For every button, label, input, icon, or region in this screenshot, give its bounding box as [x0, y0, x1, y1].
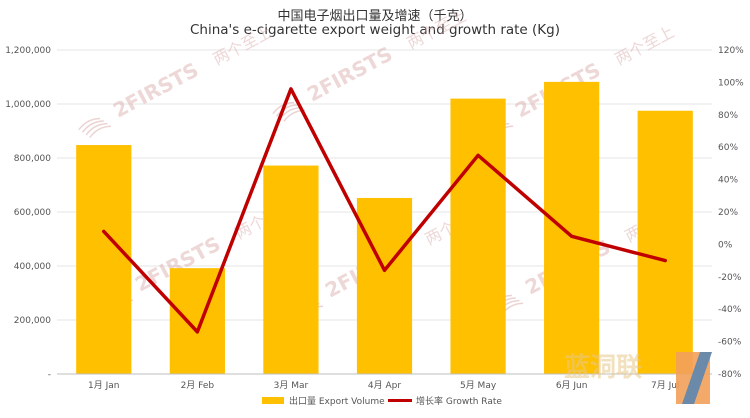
legend-swatch-export [262, 397, 284, 404]
watermark-brand-cn: 两个至上 [612, 22, 677, 69]
category-tick: 1月 Jan [88, 380, 119, 391]
corner-logo-slash [682, 352, 712, 404]
line-layer [102, 87, 667, 334]
corner-logo-text: 蓝洞联 [564, 353, 642, 383]
category-tick: 4月 Apr [368, 380, 401, 391]
right-axis-tick: 0% [718, 240, 733, 250]
bar-7 [637, 110, 693, 374]
left-axis-tick: 1,200,000 [5, 46, 51, 56]
category-tick: 2月 Feb [181, 380, 215, 391]
watermark-arc [272, 101, 295, 115]
growth-rate-point-1 [102, 229, 106, 233]
watermark-arc [85, 122, 108, 136]
axis-layer: - 200,000 400,000 600,000 800,000 1,000,000 1,… [5, 46, 744, 391]
bar-6 [544, 81, 600, 375]
watermark-arc [275, 104, 298, 117]
bar-1 [76, 145, 132, 374]
bar-3 [263, 165, 319, 374]
legend-label-export: 出口量 Export Volume [289, 395, 385, 407]
right-axis-tick: 80% [718, 111, 738, 121]
category-tick: 3月 Mar [274, 380, 309, 391]
watermark-dots [272, 101, 306, 122]
right-axis-tick: -80% [718, 370, 742, 380]
growth-rate-point-7 [663, 259, 667, 263]
bar-layer [76, 81, 693, 375]
corner-logo: 蓝洞联 [564, 352, 712, 404]
watermark-arc [78, 117, 101, 131]
left-axis-tick: 200,000 [14, 316, 51, 326]
watermark-arc [81, 120, 104, 133]
right-axis-tick: 20% [718, 208, 738, 218]
growth-rate-point-5 [476, 153, 480, 157]
watermark-brand-cn: 两个至上 [210, 22, 275, 69]
legend-label-growth: 增长率 Growth Rate [416, 395, 502, 407]
watermark-brand-cn: 两个至上 [404, 6, 469, 53]
growth-rate-point-6 [570, 234, 574, 238]
growth-rate-point-3 [289, 87, 293, 91]
growth-rate-point-4 [383, 268, 386, 272]
chart-title-en: China's e-cigarette export weight and gr… [190, 22, 560, 38]
watermark-arc [89, 125, 112, 138]
right-axis-tick: -20% [718, 273, 742, 283]
right-axis-tick: 100% [718, 78, 744, 88]
left-axis-tick: - [48, 370, 51, 380]
right-axis-tick: 120% [718, 46, 744, 56]
category-tick: 6月 Jun [556, 380, 588, 391]
watermark-brand: 2FIRSTS [109, 58, 202, 123]
growth-rate-point-2 [195, 330, 199, 334]
left-axis-tick: 800,000 [14, 154, 51, 164]
right-axis-tick: 40% [718, 176, 738, 186]
category-tick: 7月 Jul [651, 380, 679, 391]
logo-layer: 蓝洞联 [564, 352, 712, 404]
right-axis-tick: -40% [718, 305, 742, 315]
legend-layer: 出口量 Export Volume 增长率 Growth Rate [262, 395, 502, 407]
left-axis-tick: 1,000,000 [5, 100, 51, 110]
category-tick: 5月 May [460, 380, 497, 391]
watermark-brand: 2FIRSTS [303, 42, 396, 107]
left-axis-tick: 400,000 [14, 262, 51, 272]
bar-4 [356, 197, 413, 374]
watermark-dots [78, 117, 112, 138]
bar-5 [450, 98, 506, 374]
chart-title-cn: 中国电子烟出口量及增速（千克） [277, 9, 473, 24]
left-axis-tick: 600,000 [14, 208, 51, 218]
right-axis-tick: -60% [718, 338, 742, 348]
right-axis-tick: 60% [718, 143, 738, 153]
